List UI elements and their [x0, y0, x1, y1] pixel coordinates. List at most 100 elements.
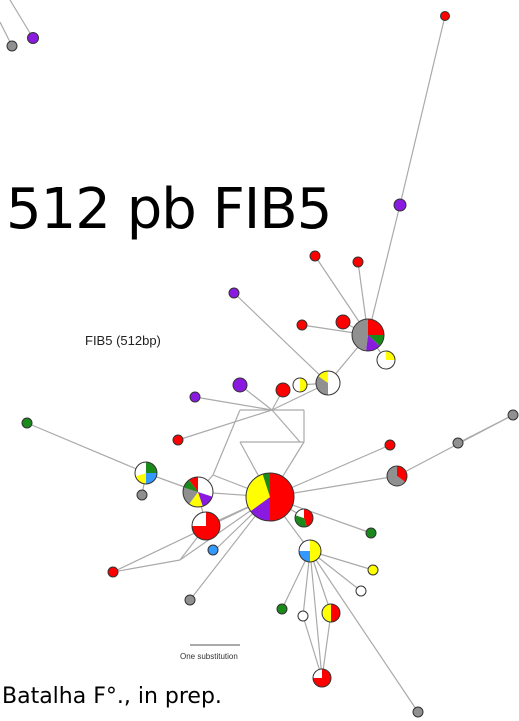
haplotype-node — [412, 706, 424, 718]
pie-slice-white — [293, 378, 300, 392]
pie-slice-green — [183, 479, 198, 492]
haplotype-outline — [191, 511, 221, 541]
haplotype-node — [386, 465, 408, 487]
network-edge — [212, 409, 241, 476]
haplotype-node — [335, 314, 351, 330]
haplotype-circle — [276, 603, 288, 615]
pie-slice-yellow — [310, 540, 321, 562]
haplotype-outline — [292, 377, 308, 393]
haplotype-outline — [351, 318, 385, 352]
pie-slice-purple — [365, 335, 380, 351]
pie-slice-yellow — [245, 474, 270, 512]
haplotype-node — [296, 319, 308, 331]
haplotype-circle — [367, 564, 379, 576]
haplotype-node — [276, 603, 288, 615]
network-edge — [194, 396, 273, 411]
pie-slice-yellow — [322, 604, 331, 622]
haplotype-circle — [507, 409, 519, 421]
pie-slice-white — [135, 462, 146, 477]
haplotype-circle — [452, 437, 464, 449]
pie-slice-white — [313, 669, 322, 678]
haplotype-circle — [365, 527, 377, 539]
pie-slice-blue — [299, 551, 310, 562]
haplotype-node — [297, 610, 309, 622]
haplotype-circle — [393, 198, 407, 212]
haplotype-circle — [21, 417, 33, 429]
haplotype-circle — [335, 314, 351, 330]
haplotype-node — [107, 566, 119, 578]
pie-slice-gray — [352, 319, 368, 351]
pie-slice-white — [377, 351, 395, 369]
haplotype-circle — [352, 256, 364, 268]
pie-slice-white — [192, 512, 206, 526]
pie-slice-gray — [387, 466, 406, 487]
haplotype-node — [292, 377, 308, 393]
haplotype-circle — [172, 434, 184, 446]
network-edge — [321, 612, 332, 679]
network-edge — [177, 409, 273, 441]
network-edge — [367, 204, 401, 336]
pie-slice-white — [299, 540, 310, 551]
haplotype-node — [136, 489, 148, 501]
network-edge — [112, 496, 271, 573]
pie-slice-gray — [182, 487, 198, 505]
network-edge — [457, 414, 514, 444]
pie-slice-green — [368, 335, 384, 346]
haplotype-node — [27, 32, 39, 44]
haplotype-circle — [309, 250, 321, 262]
scale-bar-label: One substitution — [180, 652, 238, 661]
haplotype-circle — [184, 594, 196, 606]
network-edge — [399, 15, 446, 206]
pie-slice-blue — [146, 473, 157, 484]
haplotype-node — [191, 511, 221, 541]
haplotype-outline — [134, 461, 158, 485]
slide-title: 512 pb FIB5 — [6, 177, 332, 242]
credit-text: Batalha F°., in prep. — [2, 684, 222, 709]
haplotype-node — [440, 11, 450, 21]
pie-slice-purple — [198, 492, 213, 507]
haplotype-node — [245, 472, 295, 522]
haplotype-node — [298, 539, 322, 563]
haplotype-circle — [136, 489, 148, 501]
haplotype-node — [309, 250, 321, 262]
haplotype-circle — [355, 585, 367, 597]
network-edge — [309, 550, 323, 679]
figure-label: FIB5 (512bp) — [85, 333, 161, 348]
haplotype-outline — [298, 539, 322, 563]
haplotype-circle — [384, 439, 396, 451]
haplotype-node — [294, 508, 314, 528]
haplotype-node — [315, 370, 341, 396]
pie-slice-green — [146, 462, 157, 473]
haplotype-outline — [376, 350, 396, 370]
haplotype-circle — [107, 566, 119, 578]
haplotype-circle — [228, 287, 240, 299]
haplotype-node — [352, 256, 364, 268]
network-edge — [233, 292, 329, 384]
haplotype-node — [393, 198, 407, 212]
haplotype-node — [207, 544, 219, 556]
pie-slice-yellow — [135, 473, 146, 484]
haplotype-outline — [315, 370, 341, 396]
network-edge — [26, 422, 147, 474]
haplotype-circle — [296, 319, 308, 331]
haplotype-circle — [6, 40, 18, 52]
pie-slice-yellow — [189, 492, 203, 508]
haplotype-node — [182, 476, 214, 508]
haplotype-circle — [27, 32, 39, 44]
haplotype-outline — [321, 603, 341, 623]
haplotype-node — [21, 417, 33, 429]
network-edge — [9, 0, 34, 39]
haplotype-node — [228, 287, 240, 299]
haplotype-outline — [312, 668, 332, 688]
haplotype-circle — [232, 377, 248, 393]
haplotype-node — [365, 527, 377, 539]
network-edge — [112, 559, 181, 573]
haplotype-circle — [207, 544, 219, 556]
haplotype-node — [507, 409, 519, 421]
pie-slice-yellow — [386, 351, 395, 360]
pie-slice-yellow — [300, 378, 307, 392]
pie-slice-white — [198, 476, 214, 497]
pie-slice-green — [262, 473, 270, 497]
pie-slice-red — [304, 509, 314, 527]
